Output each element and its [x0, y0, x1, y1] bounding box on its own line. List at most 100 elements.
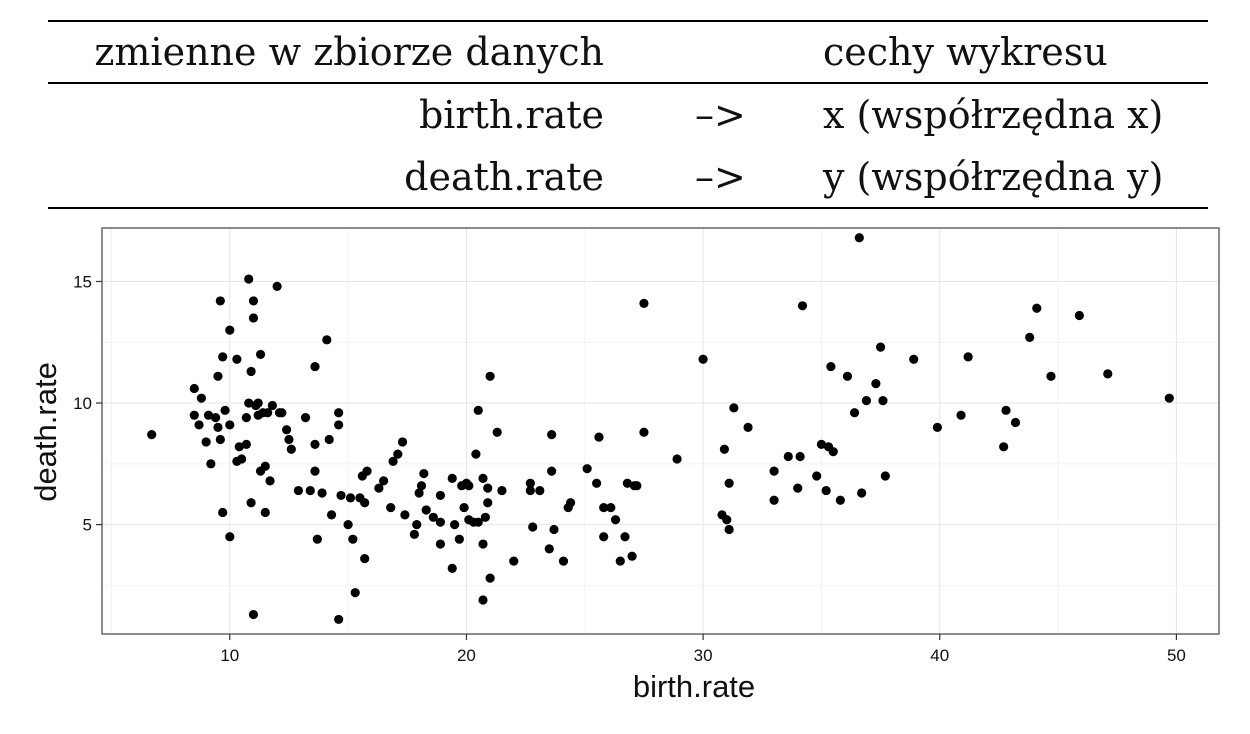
data-point — [435, 539, 446, 549]
data-point — [1103, 369, 1113, 379]
data-point — [225, 532, 235, 542]
data-point — [722, 515, 732, 525]
data-point — [428, 512, 438, 522]
data-point — [459, 502, 469, 513]
data-point — [386, 502, 396, 513]
data-point — [525, 485, 535, 496]
data-point — [549, 524, 559, 535]
data-point — [842, 371, 853, 381]
data-point — [627, 551, 637, 561]
header-features: cechy wykresu — [823, 30, 1108, 74]
x-tick-label: 10 — [220, 646, 239, 665]
data-point — [218, 352, 228, 362]
data-point — [1046, 371, 1056, 381]
data-point — [284, 434, 294, 445]
data-point — [348, 534, 358, 544]
data-point — [828, 447, 838, 457]
data-point — [196, 393, 206, 403]
data-point — [232, 354, 242, 364]
data-point — [875, 342, 886, 352]
data-point — [783, 451, 793, 462]
data-point — [878, 396, 888, 406]
data-point — [189, 410, 199, 420]
data-point — [244, 398, 254, 408]
data-point — [565, 498, 576, 508]
data-point — [594, 432, 604, 442]
row-arrow: –> — [695, 93, 746, 137]
data-point — [871, 378, 881, 389]
data-point — [639, 298, 649, 308]
data-point — [816, 439, 827, 449]
data-point — [447, 563, 457, 573]
data-points — [147, 233, 1174, 625]
data-point — [849, 408, 860, 418]
data-point — [880, 471, 890, 481]
data-point — [1164, 393, 1174, 403]
data-point — [861, 396, 871, 406]
data-point — [485, 371, 495, 381]
data-point — [203, 410, 214, 420]
data-point — [241, 439, 251, 449]
data-point — [220, 405, 230, 415]
data-point — [305, 485, 315, 496]
data-point — [421, 505, 431, 515]
data-point — [698, 354, 708, 364]
data-point — [473, 517, 483, 527]
data-point — [547, 430, 557, 440]
y-axis-title: death.rate — [28, 362, 63, 502]
data-point — [485, 573, 495, 583]
data-point — [632, 481, 642, 491]
data-point — [419, 468, 429, 479]
data-point — [478, 539, 488, 549]
data-point — [454, 534, 464, 544]
data-point — [213, 422, 223, 432]
data-point — [582, 464, 592, 474]
data-point — [260, 507, 270, 518]
axis-ticks: 10 20 30 40 50 5 10 15 — [73, 272, 1186, 665]
data-point — [360, 498, 370, 508]
data-point — [854, 233, 864, 243]
x-tick-label: 20 — [457, 646, 476, 665]
data-point — [719, 444, 729, 454]
data-point — [379, 476, 389, 486]
data-point — [210, 413, 221, 423]
panel-border — [101, 227, 1220, 635]
data-point — [388, 456, 398, 466]
data-point — [241, 413, 251, 423]
data-point — [826, 361, 836, 372]
scatter-plot: 10 20 30 40 50 5 10 15 birth.rate death.rate — [28, 227, 1220, 704]
data-point — [795, 451, 805, 462]
data-point — [639, 427, 649, 437]
data-point — [483, 498, 493, 508]
data-point — [547, 466, 557, 476]
data-point — [218, 507, 228, 518]
data-point — [322, 335, 332, 345]
x-tick-label: 50 — [1167, 646, 1186, 665]
data-point — [248, 609, 259, 620]
data-point — [480, 512, 490, 522]
y-tick-label: 5 — [83, 516, 92, 535]
data-point — [450, 519, 460, 530]
data-point — [909, 354, 919, 364]
data-point — [544, 544, 554, 554]
data-point — [246, 366, 256, 377]
data-point — [272, 281, 282, 291]
data-point — [471, 449, 481, 459]
y-tick-label: 10 — [73, 394, 92, 413]
data-point — [213, 371, 223, 381]
data-point — [248, 296, 259, 306]
data-point — [492, 427, 502, 437]
data-point — [435, 517, 446, 527]
data-point — [416, 481, 427, 491]
data-point — [225, 420, 235, 430]
data-point — [244, 274, 254, 284]
data-point — [1001, 405, 1011, 415]
data-point — [248, 313, 259, 323]
data-point — [237, 454, 247, 464]
x-tick-label: 40 — [930, 646, 949, 665]
data-point — [253, 398, 263, 408]
data-point — [215, 296, 225, 306]
data-point — [281, 425, 292, 435]
data-point — [724, 478, 734, 488]
data-point — [558, 556, 569, 566]
